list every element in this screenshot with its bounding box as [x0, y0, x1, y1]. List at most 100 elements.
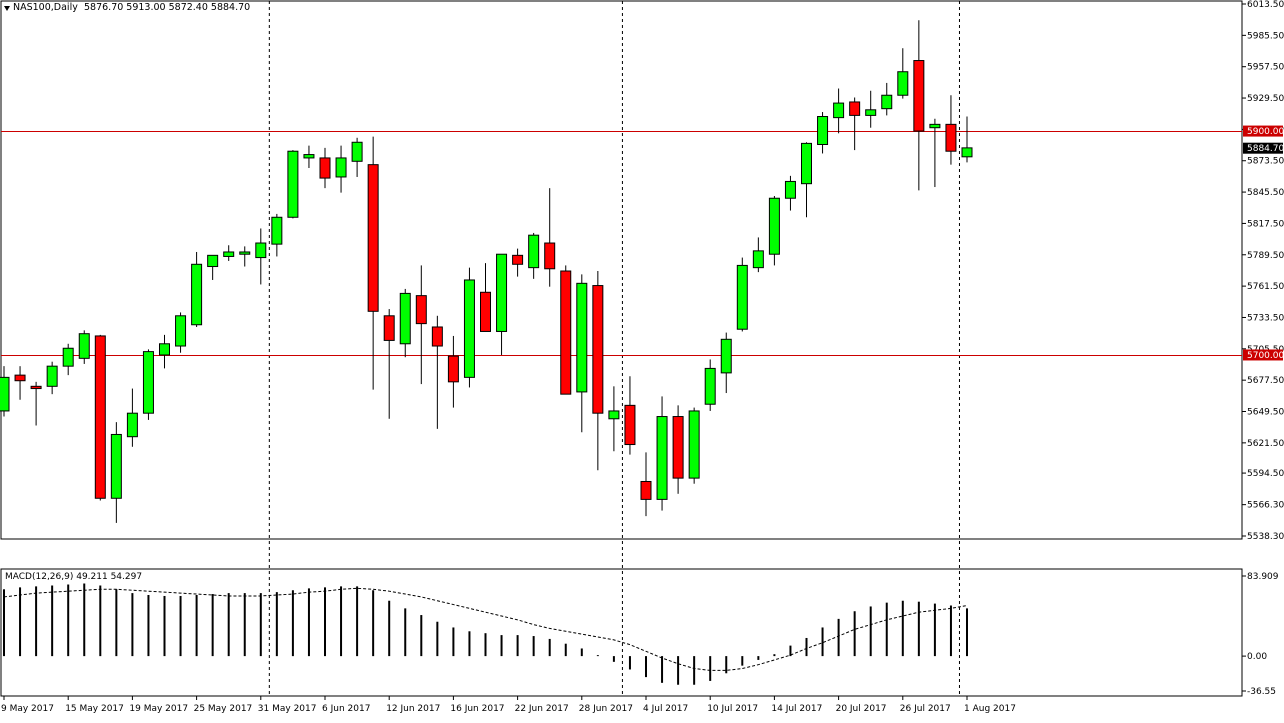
candle	[480, 263, 491, 332]
time-tick-label: 6 Jun 2017	[322, 704, 370, 714]
time-tick-label: 1 Aug 2017	[964, 704, 1016, 714]
candle	[544, 188, 556, 287]
time-tick-label: 20 Jul 2017	[836, 704, 887, 714]
time-tick-label: 15 May 2017	[65, 704, 124, 714]
price-tick-label: 5538.30	[1247, 532, 1284, 542]
price-tick-label: 5566.30	[1247, 501, 1284, 511]
candle-body	[255, 242, 267, 259]
candle	[512, 248, 524, 277]
candle	[223, 245, 235, 261]
macd-label: MACD(12,26,9) 49.211 54.297	[5, 572, 143, 582]
candle-body	[287, 150, 299, 218]
chart-menu-arrow-icon[interactable]	[4, 6, 10, 11]
candle-body	[865, 109, 877, 116]
candle-body	[480, 291, 491, 332]
candle	[688, 407, 700, 484]
candle	[897, 48, 909, 99]
price-tick-label: 5817.50	[1247, 219, 1284, 229]
candle-body	[351, 141, 363, 162]
candle	[367, 136, 379, 390]
candle	[0, 366, 10, 417]
candle-body	[78, 333, 90, 359]
candle-body	[191, 263, 203, 326]
candle-body	[752, 250, 764, 269]
candle	[30, 381, 42, 426]
candle-body	[271, 216, 283, 245]
price-tick-label: 5985.50	[1247, 31, 1284, 41]
candle	[849, 97, 861, 151]
candle	[14, 366, 26, 400]
price-tick-label: 5957.50	[1247, 63, 1284, 73]
candle-body	[463, 279, 475, 378]
candle	[319, 147, 331, 189]
candle-body	[817, 116, 829, 146]
candle	[110, 422, 122, 523]
time-tick-label: 16 Jun 2017	[450, 704, 504, 714]
candle-body	[496, 253, 508, 332]
candle	[528, 232, 540, 279]
candle	[801, 142, 812, 218]
candle-body	[881, 94, 893, 110]
candle-body	[14, 374, 26, 382]
time-tick-label: 19 May 2017	[129, 704, 188, 714]
candle-body	[672, 416, 684, 479]
time-tick-label: 22 Jun 2017	[515, 704, 569, 714]
candle	[287, 150, 299, 219]
candle	[351, 137, 363, 177]
candle	[881, 82, 893, 116]
candlestick-series	[0, 20, 973, 523]
time-tick-label: 10 Jul 2017	[707, 704, 758, 714]
candle	[496, 253, 508, 355]
candle	[335, 145, 347, 193]
candle-body	[207, 254, 219, 268]
candle-body	[335, 157, 347, 178]
price-tick-label: 5677.50	[1247, 376, 1284, 386]
candle	[817, 112, 829, 154]
price-panel-frame	[0, 0, 1243, 540]
candle	[159, 334, 170, 369]
price-tick-label: 5594.50	[1247, 469, 1284, 479]
candle-body	[319, 157, 331, 179]
current-price-tag	[1243, 142, 1283, 154]
price-tick-label: 5789.50	[1247, 251, 1284, 261]
time-tick-label: 9 May 2017	[1, 704, 54, 714]
candle-body	[512, 254, 524, 265]
candle-body	[801, 142, 812, 185]
candle-body	[736, 264, 748, 330]
candle	[961, 116, 973, 163]
candle-body	[833, 102, 845, 119]
candle	[447, 335, 459, 408]
candle-body	[399, 292, 411, 345]
candle-body	[961, 147, 973, 158]
candle	[736, 257, 748, 332]
candle	[929, 118, 941, 188]
candle-body	[62, 347, 74, 367]
candle	[640, 452, 652, 517]
candle-body	[447, 355, 459, 383]
price-tick-label: 5621.50	[1247, 439, 1284, 449]
candle-body	[784, 180, 796, 199]
candle	[78, 330, 90, 364]
candle-body	[576, 282, 588, 393]
candle-body	[94, 335, 106, 499]
chart-symbol-title: NAS100,Daily	[13, 2, 78, 13]
candle	[576, 274, 588, 433]
candle	[239, 246, 251, 267]
candle-body	[560, 270, 572, 395]
candle-body	[849, 101, 861, 116]
candle	[608, 386, 620, 452]
price-tick-label: 5873.50	[1247, 157, 1284, 167]
candle-body	[30, 385, 42, 390]
candle	[415, 265, 427, 385]
candle-body	[0, 376, 10, 412]
time-axis: 9 May 2017 15 May 2017 19 May 2017 25 May 2…	[1, 696, 1016, 714]
time-tick-label: 25 May 2017	[194, 704, 253, 714]
time-tick-label: 4 Jul 2017	[643, 704, 688, 714]
candle-body	[544, 242, 556, 270]
candle-body	[239, 251, 251, 255]
candle	[126, 388, 138, 447]
horizontal-levels	[1, 131, 1242, 356]
level-price-tag	[1243, 125, 1283, 137]
price-tick-label: 5649.50	[1247, 408, 1284, 418]
